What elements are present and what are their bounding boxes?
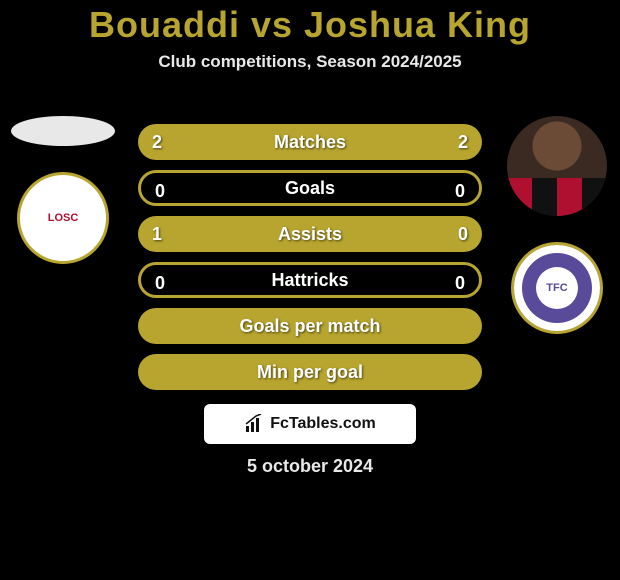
- stat-bar: Hattricks 0 0: [138, 262, 482, 298]
- player1-club-label: LOSC: [48, 212, 79, 224]
- stat-value-left: 0: [155, 265, 165, 301]
- stat-label: Goals per match: [239, 316, 380, 337]
- stat-value-right: 2: [458, 124, 468, 160]
- stat-label: Assists: [278, 224, 342, 245]
- player2-column: TFC: [502, 116, 612, 334]
- chart-icon: [244, 414, 264, 434]
- player2-avatar-art: [507, 116, 607, 216]
- stat-label: Goals: [285, 178, 335, 199]
- stat-bar: Assists 1 0: [138, 216, 482, 252]
- page-title: Bouaddi vs Joshua King: [0, 4, 620, 46]
- brand-text: FcTables.com: [270, 415, 376, 433]
- stat-bar: Goals per match: [138, 308, 482, 344]
- stat-value-right: 0: [455, 173, 465, 209]
- stat-value-left: 1: [152, 216, 162, 252]
- comparison-card: Bouaddi vs Joshua King Club competitions…: [0, 4, 620, 580]
- stat-label: Min per goal: [257, 362, 363, 383]
- page-subtitle: Club competitions, Season 2024/2025: [0, 52, 620, 72]
- stat-bar: Matches 2 2: [138, 124, 482, 160]
- stat-bar: Min per goal: [138, 354, 482, 390]
- stat-value-right: 0: [458, 216, 468, 252]
- stat-value-left: 2: [152, 124, 162, 160]
- player2-club-badge: TFC: [511, 242, 603, 334]
- stat-label: Matches: [274, 132, 346, 153]
- player2-club-label: TFC: [546, 282, 567, 294]
- stat-value-right: 0: [455, 265, 465, 301]
- player1-club-badge: LOSC: [17, 172, 109, 264]
- player1-column: LOSC: [8, 116, 118, 264]
- date-text: 5 october 2024: [0, 456, 620, 477]
- brand-box: FcTables.com: [204, 404, 416, 444]
- player2-avatar: [507, 116, 607, 216]
- stats-bars: Matches22Goals00Assists10Hattricks00Goal…: [138, 124, 482, 400]
- stat-bar: Goals 0 0: [138, 170, 482, 206]
- stat-label: Hattricks: [271, 270, 348, 291]
- stat-value-left: 0: [155, 173, 165, 209]
- player1-avatar-placeholder: [11, 116, 115, 146]
